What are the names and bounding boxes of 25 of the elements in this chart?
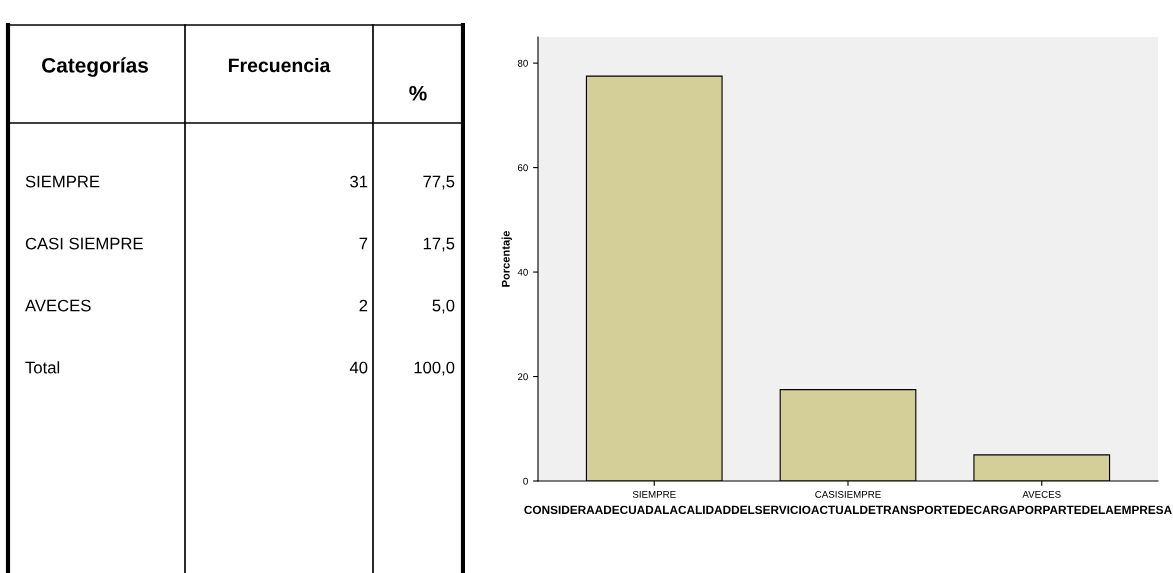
text: SIEMPRE xyxy=(25,175,100,188)
x-tick-label: CASISIEMPRE xyxy=(815,490,881,498)
text: CASI SIEMPRE xyxy=(25,237,143,250)
text: Categorías xyxy=(42,57,148,77)
text: 40 xyxy=(349,361,368,374)
text: 77,5 xyxy=(423,175,455,190)
y-tick-label: 40 xyxy=(517,268,528,276)
y-tick-label: 80 xyxy=(517,59,528,67)
y-tick-label: 0 xyxy=(523,477,528,485)
x-tick-label: AVECES xyxy=(1022,490,1061,498)
y-tick-label: 20 xyxy=(517,373,528,381)
text: 7 xyxy=(359,237,368,250)
text: 100,0 xyxy=(414,361,455,376)
text: Frecuencia xyxy=(228,57,331,73)
y-axis-title: Porcentaje xyxy=(501,230,512,287)
x-axis-title: CONSIDERAADECUADALACALIDADDELSERVICIOACTUALDETRANSPORTEDECARGAPORPARTEDELAEMPRESA xyxy=(524,505,1172,515)
y-tick-label: 60 xyxy=(517,164,528,172)
text: 17,5 xyxy=(423,237,455,252)
text: 31 xyxy=(350,175,368,188)
x-tick-label: SIEMPRE xyxy=(632,490,676,498)
text: % xyxy=(409,85,427,101)
text: Total xyxy=(25,361,60,374)
text: AVECES xyxy=(25,299,91,312)
text: 2 xyxy=(359,299,368,312)
text: 5,0 xyxy=(432,299,455,314)
